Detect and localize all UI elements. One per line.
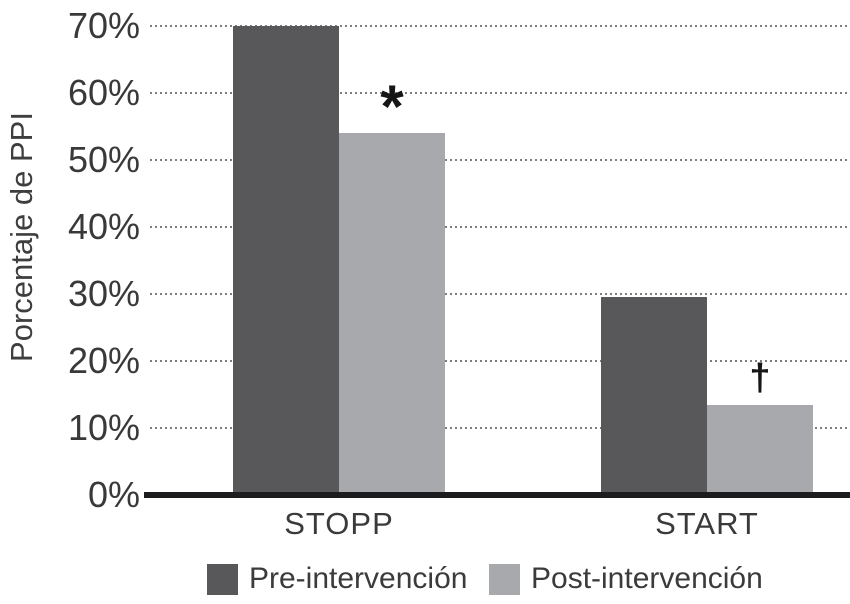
legend-label-post-intervencion: Post-intervención xyxy=(531,562,763,595)
y-tick-label: 10% xyxy=(67,407,140,448)
gridline xyxy=(150,25,850,27)
bar-post-intervenci-n-start xyxy=(707,405,813,495)
legend-item-post-intervencion: Post-intervención xyxy=(489,562,763,596)
y-tick-label: 50% xyxy=(67,139,140,180)
y-tick-label: 60% xyxy=(67,72,140,113)
gridline xyxy=(150,92,850,94)
gridline xyxy=(150,293,850,295)
bar-pre-intervenci-n-start xyxy=(601,297,707,495)
plot-area: * † xyxy=(144,25,850,498)
gridline xyxy=(150,159,850,161)
y-tick-label: 70% xyxy=(67,5,140,46)
x-axis-line xyxy=(144,492,850,498)
y-tick-label: 20% xyxy=(67,340,140,381)
gridline xyxy=(150,427,850,429)
legend-item-pre-intervencion: Pre-intervención xyxy=(207,562,467,596)
legend-swatch-pre-intervencion xyxy=(207,563,238,595)
gridline xyxy=(150,226,850,228)
gridline xyxy=(150,360,850,362)
bar-post-intervenci-n-stopp xyxy=(339,133,445,495)
category-label-stopp: STOPP xyxy=(284,506,394,541)
y-tick-label: 30% xyxy=(67,273,140,314)
legend-label-pre-intervencion: Pre-intervención xyxy=(249,562,468,595)
asterisk-annotation: * xyxy=(380,73,404,140)
legend-swatch-post-intervencion xyxy=(489,563,520,595)
y-tick-label: 40% xyxy=(67,206,140,247)
y-tick-label: 0% xyxy=(87,474,140,515)
dagger-annotation: † xyxy=(749,357,771,399)
category-label-start: START xyxy=(655,506,759,541)
bar-pre-intervenci-n-stopp xyxy=(233,26,339,495)
